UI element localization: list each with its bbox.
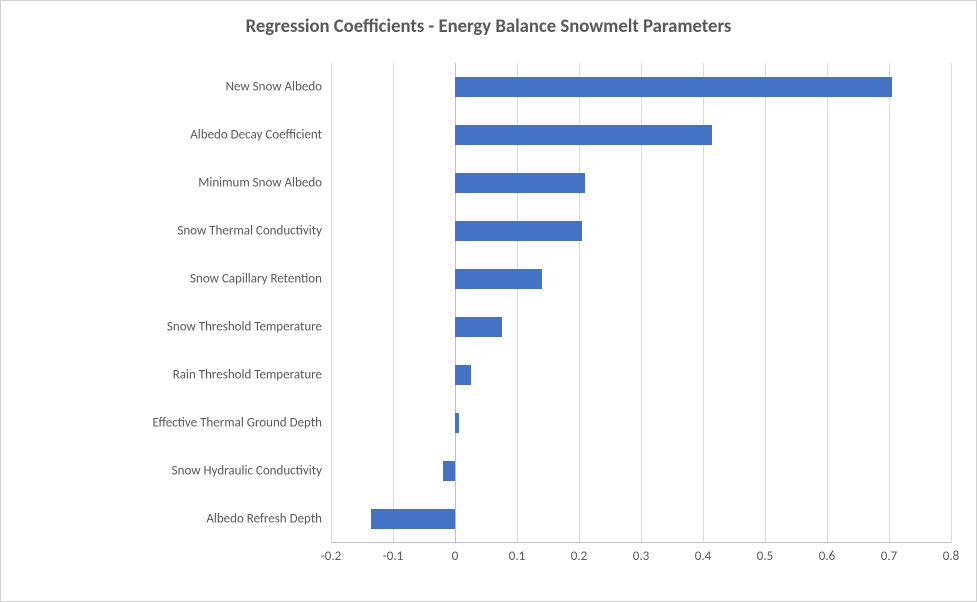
y-category-label: Snow Hydraulic Conductivity	[22, 464, 322, 479]
y-category-label: Effective Thermal Ground Depth	[22, 416, 322, 431]
x-tick-label: 0.8	[926, 549, 976, 564]
bar	[455, 125, 712, 145]
grid-line	[827, 63, 828, 543]
grid-line	[889, 63, 890, 543]
x-tick-label: -0.2	[306, 549, 356, 564]
grid-line	[951, 63, 952, 543]
x-tick-label: 0.2	[554, 549, 604, 564]
y-category-label: Albedo Refresh Depth	[22, 512, 322, 527]
chart-container: Regression Coefficients - Energy Balance…	[0, 0, 977, 602]
grid-line	[393, 63, 394, 543]
y-category-label: Snow Thermal Conductivity	[22, 224, 322, 239]
y-category-label: Rain Threshold Temperature	[22, 368, 322, 383]
y-category-label: Snow Capillary Retention	[22, 272, 322, 287]
bar	[455, 317, 502, 337]
bar	[455, 173, 585, 193]
grid-line	[331, 63, 332, 543]
x-tick-label: 0.4	[678, 549, 728, 564]
bar	[443, 461, 455, 481]
x-tick-label: 0.7	[864, 549, 914, 564]
x-tick-label: 0.1	[492, 549, 542, 564]
plot-area	[331, 63, 951, 543]
grid-line	[765, 63, 766, 543]
y-category-label: New Snow Albedo	[22, 80, 322, 95]
bar	[455, 413, 459, 433]
bar	[455, 221, 582, 241]
bar	[371, 509, 455, 529]
chart-title: Regression Coefficients - Energy Balance…	[1, 1, 976, 38]
y-category-label: Snow Threshold Temperature	[22, 320, 322, 335]
x-tick-label: 0.5	[740, 549, 790, 564]
y-category-label: Albedo Decay Coefficient	[22, 128, 322, 143]
x-tick-label: 0	[430, 549, 480, 564]
x-tick-label: 0.3	[616, 549, 666, 564]
bar	[455, 77, 892, 97]
bar	[455, 269, 542, 289]
x-tick-label: 0.6	[802, 549, 852, 564]
y-category-label: Minimum Snow Albedo	[22, 176, 322, 191]
x-tick-label: -0.1	[368, 549, 418, 564]
bar	[455, 365, 471, 385]
